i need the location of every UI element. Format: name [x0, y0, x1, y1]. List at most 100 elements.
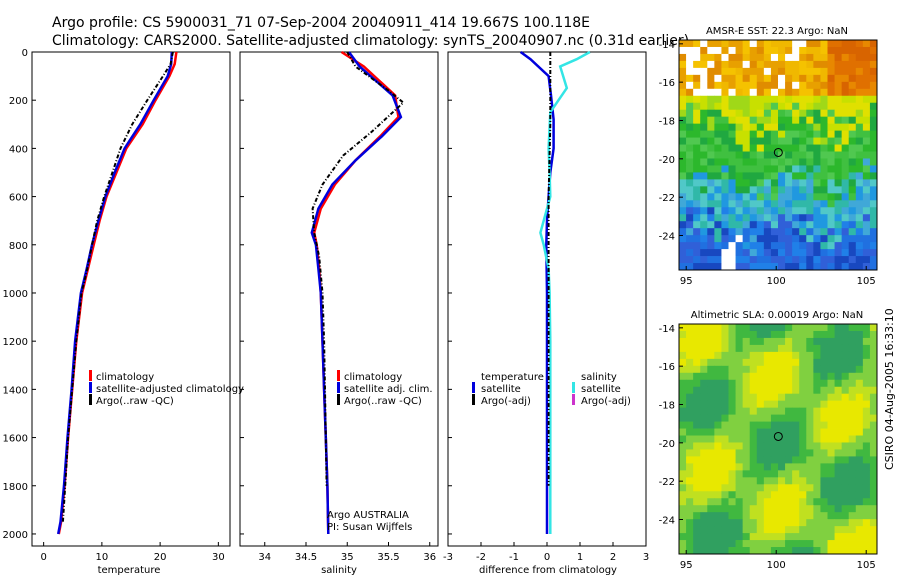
map-cell — [799, 221, 807, 229]
map-cell — [841, 263, 850, 271]
y-tick-label: 400 — [9, 144, 28, 155]
map-cell — [749, 81, 758, 90]
map-cell — [778, 228, 786, 236]
map-cell — [778, 477, 786, 485]
map-cell — [785, 193, 793, 201]
map-cell — [785, 505, 793, 513]
map-cell — [862, 102, 871, 111]
map-cell — [763, 165, 772, 173]
map-cell — [735, 249, 744, 257]
map-cell — [728, 372, 736, 381]
diff-legend-temp-title: temperature — [481, 372, 544, 383]
map-cell — [700, 435, 708, 443]
map-cell — [855, 547, 864, 555]
map-cell — [792, 477, 800, 485]
map-cell — [862, 435, 871, 443]
map-cell — [763, 344, 772, 353]
map-cell — [869, 351, 878, 360]
map-cell — [848, 421, 857, 429]
map-cell — [679, 540, 687, 548]
map-cell — [686, 498, 694, 506]
map-cell — [799, 456, 807, 464]
map-cell — [813, 102, 821, 111]
map-cell — [749, 235, 758, 243]
legend-climatology: climatology — [96, 372, 154, 383]
map-cell — [700, 324, 708, 332]
map-cell — [813, 242, 821, 250]
map-cell — [855, 158, 864, 166]
map-cell — [841, 379, 850, 388]
map-cell — [862, 407, 871, 416]
map-cell — [869, 67, 878, 76]
map-cell — [707, 193, 715, 201]
map-cell — [721, 109, 729, 118]
map-cell — [721, 358, 729, 367]
map-cell — [869, 358, 878, 367]
salinity-xlabel: salinity — [321, 565, 357, 576]
map-cell — [707, 221, 715, 229]
map-cell — [721, 186, 729, 194]
map-cell — [834, 372, 843, 381]
map-cell — [820, 67, 828, 76]
map-cell — [742, 519, 751, 527]
map-cell — [806, 421, 814, 429]
map-cell — [834, 414, 843, 422]
map-cell — [855, 116, 864, 125]
map-cell — [841, 109, 850, 118]
map-cell — [799, 81, 807, 90]
map-cell — [700, 337, 708, 346]
map-cell — [841, 40, 850, 48]
map-cell — [834, 88, 843, 97]
map-cell — [834, 200, 843, 208]
map-cell — [749, 214, 758, 222]
map-cell — [721, 393, 729, 402]
map-cell — [848, 428, 857, 436]
map-cell — [728, 214, 736, 222]
map-cell — [749, 221, 758, 229]
map-cell — [707, 249, 715, 257]
map-cell — [763, 442, 772, 450]
map-cell — [778, 491, 786, 499]
map-cell — [820, 193, 828, 201]
map-cell — [749, 242, 758, 250]
map-cell — [834, 207, 843, 215]
map-cell — [792, 214, 800, 222]
map-cell — [820, 53, 828, 62]
map-cell — [778, 102, 786, 111]
map-cell — [763, 74, 772, 83]
map-y-tick-label: -14 — [659, 40, 675, 51]
map-cell — [827, 407, 835, 416]
map-cell — [728, 228, 736, 236]
map-cell — [855, 351, 864, 360]
map-cell — [735, 407, 744, 416]
map-cell — [700, 400, 708, 409]
map-cell — [756, 193, 765, 201]
map-cell — [848, 414, 857, 422]
map-cell — [806, 456, 814, 464]
map-frame — [678, 323, 878, 555]
map-cell — [778, 456, 786, 464]
map-cell — [841, 491, 850, 499]
map-cell — [792, 435, 800, 443]
map-cell — [813, 40, 821, 48]
map-cell — [792, 414, 800, 422]
map-cell — [869, 165, 878, 173]
map-cell — [799, 498, 807, 506]
map-cell — [770, 344, 779, 353]
map-cell — [770, 324, 779, 332]
series-argo-adj- — [547, 52, 552, 486]
map-cell — [855, 46, 864, 55]
map-cell — [756, 351, 765, 360]
map-cell — [700, 456, 708, 464]
map-cell — [700, 393, 708, 402]
map-cell — [721, 324, 729, 332]
map-cell — [714, 498, 722, 506]
map-cell — [749, 151, 758, 159]
map-cell — [700, 547, 708, 555]
map-cell — [785, 324, 793, 332]
map-cell — [862, 540, 871, 548]
map-cell — [778, 116, 786, 125]
map-cell — [862, 330, 871, 339]
map-cell — [834, 470, 843, 478]
map-cell — [806, 484, 814, 492]
